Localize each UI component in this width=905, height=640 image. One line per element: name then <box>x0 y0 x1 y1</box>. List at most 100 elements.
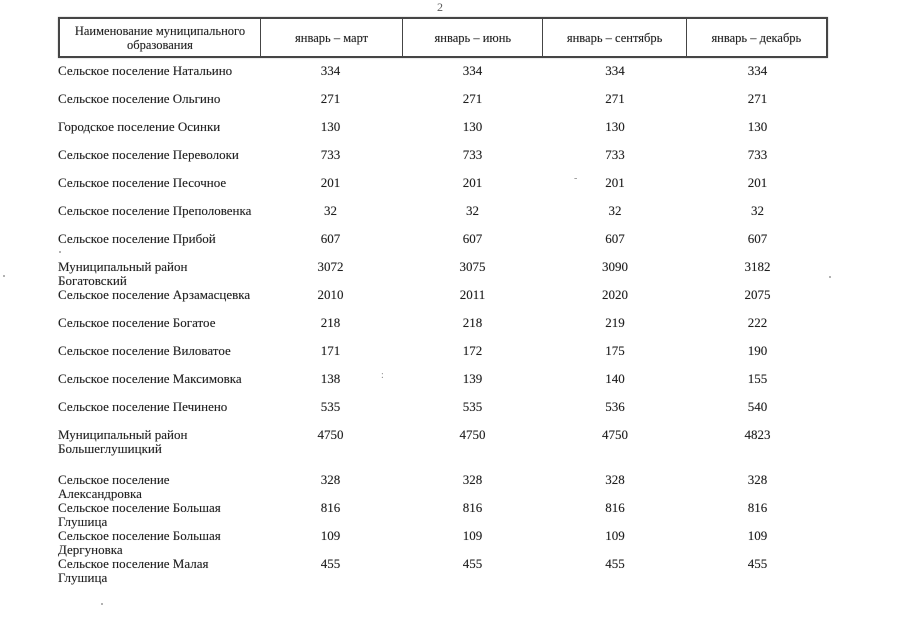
value-cell-january-june: 271 <box>462 91 483 106</box>
value-cell-january-december: 222 <box>747 315 768 330</box>
value-cell-january-june: 4750 <box>459 427 486 442</box>
scan-artifact <box>3 275 5 277</box>
data-table: Наименование муниципального образования … <box>58 17 828 585</box>
table-row: Сельское поселение Прибой 607 607 607 60… <box>58 226 828 254</box>
municipality-name-cell: Городское поселение Осинки <box>58 119 221 134</box>
value-cell-january-march: 201 <box>320 175 341 190</box>
municipality-name-cell: Сельское поселение Максимовка <box>58 371 242 386</box>
municipality-name-cell: Сельское поселение Преполовенка <box>58 203 252 218</box>
value-cell-january-september: 140 <box>605 371 625 386</box>
municipality-name-cell: Сельское поселение Виловатое <box>58 343 231 358</box>
table-row: Муниципальный район Богатовский 3072 307… <box>58 254 828 288</box>
value-cell-january-december: 190 <box>747 343 768 358</box>
value-cell-january-march: 32 <box>324 203 337 218</box>
value-cell-january-december: 4823 <box>744 427 771 442</box>
municipality-name-cell: Сельское поселение Прибой <box>58 231 216 246</box>
value-cell-january-june: 455 <box>462 556 483 571</box>
value-cell-january-december: 155 <box>747 371 768 386</box>
header-cell-january-december: январь – декабрь <box>685 19 826 56</box>
value-cell-january-june: 3075 <box>459 259 486 274</box>
value-cell-january-september: 4750 <box>602 427 628 442</box>
municipality-name-cell: Сельское поселение Натальино <box>58 63 233 78</box>
value-cell-january-september: 201 <box>605 175 625 190</box>
municipality-name-cell: Сельское поселение Богатое <box>58 315 216 330</box>
municipality-name-cell: Сельское поселение Большая Глушица <box>58 500 221 529</box>
value-cell-january-december: 733 <box>747 147 768 162</box>
value-cell-january-december: 607 <box>747 231 768 246</box>
value-cell-january-december: 32 <box>751 203 764 218</box>
table-row: Сельское поселение Максимовка 138 139 14… <box>58 366 828 394</box>
municipality-name-cell: Сельское поселение Ольгино <box>58 91 221 106</box>
table-row: Сельское поселение Песочное 201 201 201 … <box>58 170 828 198</box>
value-cell-january-december: 2075 <box>744 287 771 302</box>
value-cell-january-june: 328 <box>462 472 483 487</box>
value-cell-january-december: 3182 <box>744 259 771 274</box>
table-row: Городское поселение Осинки 130 130 130 1… <box>58 114 828 142</box>
value-cell-january-september: 175 <box>605 343 625 358</box>
value-cell-january-june: 607 <box>462 231 483 246</box>
municipality-name-cell: Сельское поселение Александровка <box>58 472 170 501</box>
value-cell-january-december: 130 <box>747 119 768 134</box>
value-cell-january-december: 455 <box>747 556 768 571</box>
value-cell-january-march: 334 <box>320 63 341 78</box>
table-row: Сельское поселение Виловатое 171 172 175… <box>58 338 828 366</box>
value-cell-january-june: 201 <box>462 175 483 190</box>
value-cell-january-december: 201 <box>747 175 768 190</box>
value-cell-january-march: 328 <box>320 472 341 487</box>
value-cell-january-september: 536 <box>605 399 625 414</box>
value-cell-january-september: 334 <box>605 63 625 78</box>
scan-artifact <box>829 276 831 278</box>
value-cell-january-september: 130 <box>605 119 625 134</box>
municipality-name-cell: Сельское поселение Переволоки <box>58 147 239 162</box>
value-cell-january-september: 32 <box>608 203 622 218</box>
value-cell-january-september: 109 <box>605 528 625 543</box>
value-cell-january-june: 816 <box>462 500 483 515</box>
value-cell-january-september: 328 <box>605 472 625 487</box>
table-row: Сельское поселение Большая Дергуновка 10… <box>58 523 828 557</box>
value-cell-january-june: 109 <box>462 528 483 543</box>
value-cell-january-june: 218 <box>462 315 483 330</box>
municipality-name-cell: Сельское поселение Песочное <box>58 175 227 190</box>
value-cell-january-june: 139 <box>462 371 483 386</box>
header-cell-municipality-name: Наименование муниципального образования <box>74 23 246 52</box>
value-cell-january-march: 455 <box>320 556 341 571</box>
table-row: Сельское поселение Переволоки 733 733 73… <box>58 142 828 170</box>
municipality-name-cell: Сельское поселение Малая Глушица <box>58 556 209 585</box>
municipality-name-cell: Сельское поселение Печинено <box>58 399 228 414</box>
value-cell-january-march: 271 <box>320 91 341 106</box>
value-cell-january-june: 334 <box>462 63 483 78</box>
table-row: Сельское поселение Арзамасцевка 2010 201… <box>58 282 828 310</box>
table-row: Сельское поселение Ольгино 271 271 271 2… <box>58 86 828 114</box>
table-row: Сельское поселение Александровка 328 328… <box>58 467 828 501</box>
value-cell-january-march: 171 <box>320 343 341 358</box>
value-cell-january-september: 3090 <box>602 259 628 274</box>
table-row: Сельское поселение Малая Глушица 455 455… <box>58 551 828 585</box>
value-cell-january-september: 816 <box>605 500 625 515</box>
table-row: Сельское поселение Натальино 334 334 334… <box>58 58 828 86</box>
value-cell-january-september: 2020 <box>602 287 628 302</box>
value-cell-january-december: 540 <box>747 399 768 414</box>
table-row: Сельское поселение Большая Глушица 816 8… <box>58 495 828 529</box>
value-cell-january-june: 2011 <box>459 287 486 302</box>
value-cell-january-march: 138 <box>320 371 341 386</box>
value-cell-january-march: 3072 <box>317 259 344 274</box>
value-cell-january-june: 172 <box>462 343 483 358</box>
value-cell-january-june: 32 <box>466 203 479 218</box>
municipality-name-cell: Сельское поселение Большая Дергуновка <box>58 528 221 557</box>
value-cell-january-december: 334 <box>747 63 768 78</box>
municipality-name-cell: Муниципальный район Богатовский <box>58 259 188 288</box>
header-cell-january-september: январь – сентябрь <box>542 19 685 56</box>
table-row: Сельское поселение Преполовенка 32 32 32… <box>58 198 828 226</box>
header-cell-january-march: январь – март <box>259 19 402 56</box>
value-cell-january-march: 109 <box>320 528 341 543</box>
municipality-name-cell: Муниципальный район Большеглушицкий <box>58 427 188 456</box>
table-header-row: Наименование муниципального образования … <box>58 17 828 58</box>
value-cell-january-march: 733 <box>320 147 341 162</box>
page-number: 2 <box>437 0 444 14</box>
scan-artifact <box>101 603 103 605</box>
value-cell-january-september: 607 <box>605 231 625 246</box>
value-cell-january-march: 2010 <box>317 287 344 302</box>
table-row: Муниципальный район Большеглушицкий 4750… <box>58 422 828 467</box>
value-cell-january-march: 130 <box>320 119 341 134</box>
